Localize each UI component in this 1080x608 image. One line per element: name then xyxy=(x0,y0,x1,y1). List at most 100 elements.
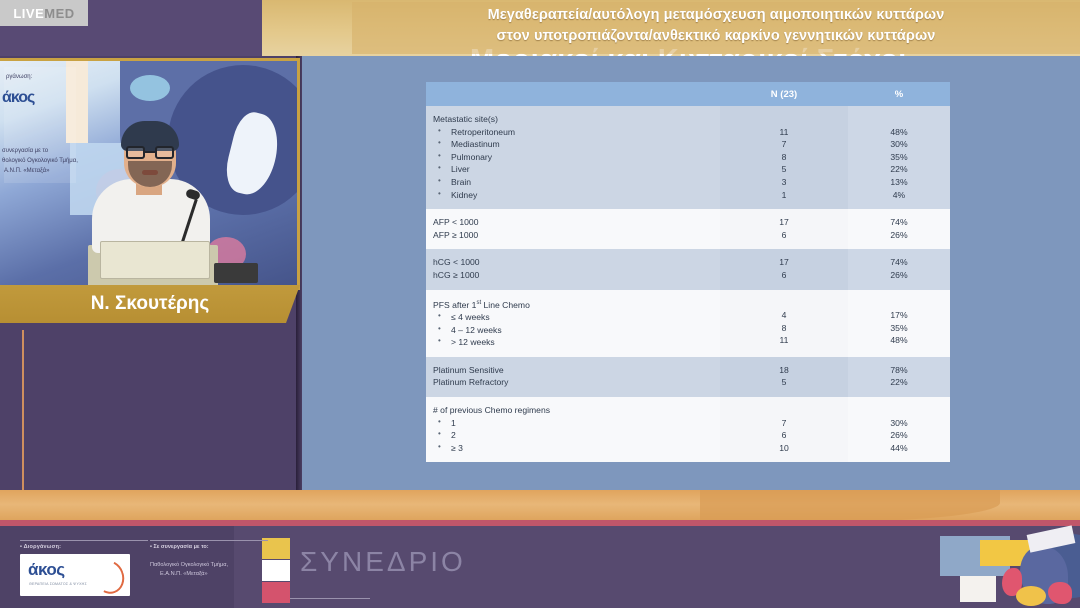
table-value-pct: 17% xyxy=(890,310,908,321)
table-header-row: N (23) % xyxy=(426,82,950,106)
table-value-n: 17 xyxy=(779,257,789,268)
table-cell-n: 17 6 xyxy=(720,209,848,250)
table-value-n: 17 xyxy=(779,217,789,228)
speaker-video-panel[interactable]: ργάνωση: άκος συνεργασία με το θολογικό … xyxy=(0,58,300,290)
deco-br-pink-a xyxy=(1002,568,1022,596)
table-row: Metastatic site(s)RetroperitoneumMediast… xyxy=(426,106,950,210)
table-cell-pct: 74% 26% xyxy=(848,209,950,250)
organizer-label: • Διοργάνωση: xyxy=(20,540,148,550)
backdrop-poster xyxy=(4,67,76,183)
talk-title-line2: στον υποτροπιάζοντα/ανθεκτικό καρκίνο γε… xyxy=(496,28,936,44)
table-plain-label: hCG ≥ 1000 xyxy=(433,269,480,280)
table-value-pct: 48% xyxy=(890,335,908,346)
cooperation-label: • Σε συνεργασία με το: xyxy=(150,540,268,550)
akos-logo-subtitle: ΘΕΡΑΠΕΙΑ ΣΩΜΑΤΟΣ & ΨΥΧΗΣ xyxy=(29,582,87,586)
table-header-spacer xyxy=(848,113,950,126)
table-value-pct: 30% xyxy=(890,139,908,150)
column-header-n: N (23) xyxy=(720,82,848,106)
table-plain-label: AFP < 1000 xyxy=(433,217,479,228)
table-group-header: # of previous Chemo regimens xyxy=(433,404,551,415)
akos-logo: άκος ΘΕΡΑΠΕΙΑ ΣΩΜΑΤΟΣ & ΨΥΧΗΣ xyxy=(20,554,130,599)
swatch-connector-line xyxy=(290,598,370,599)
list-item: Kidney xyxy=(433,188,720,202)
akos-logo-text: άκος xyxy=(28,560,65,579)
table-row: # of previous Chemo regimens12≥ 3 7 610 30%… xyxy=(426,396,950,463)
table-value-pct: 30% xyxy=(890,417,908,428)
table-cell-n: 11 7 8 5 3 1 xyxy=(720,106,848,210)
akos-swirl-icon xyxy=(89,555,129,599)
table-cell-label: # of previous Chemo regimens12≥ 3 xyxy=(426,396,720,463)
congress-banner xyxy=(0,490,1080,608)
table-row: Platinum Sensitive Platinum Refractory 18 5… xyxy=(426,356,950,397)
deco-left-accent-line xyxy=(22,330,24,490)
backdrop-poster-coop-line2: θολογικό Ογκολογικό Τμήμα, xyxy=(2,158,78,164)
table-value-pct: 35% xyxy=(890,322,908,333)
table-cell-label: Platinum Sensitive Platinum Refractory xyxy=(426,356,720,397)
glasses-icon xyxy=(126,146,174,159)
backdrop-panel-cream xyxy=(66,61,88,143)
presentation-slide[interactable]: N (23) % Metastatic site(s)Retroperitone… xyxy=(300,56,1080,490)
table-value-pct: 26% xyxy=(890,229,908,240)
table-value-n: 4 xyxy=(781,310,787,321)
table-value-n: 3 xyxy=(781,176,787,187)
list-item: 1 xyxy=(433,416,720,430)
table-value-pct: 22% xyxy=(890,164,908,175)
table-head: N (23) % xyxy=(426,82,950,106)
cooperation-line1: Παθολογικό Ογκολογικό Τμήμα, xyxy=(150,562,229,568)
speaker-mouth xyxy=(142,170,158,175)
table-value-pct: 48% xyxy=(890,126,908,137)
table-group-header: Metastatic site(s) xyxy=(433,114,498,124)
table-value-n: 5 xyxy=(781,164,787,175)
table-value-pct: 35% xyxy=(890,151,908,162)
table-value-n: 6 xyxy=(781,229,787,240)
table-value-n: 5 xyxy=(781,377,787,388)
table-header-spacer xyxy=(848,297,950,310)
table-bullet-list: 12≥ 3 xyxy=(433,416,720,455)
list-item: Mediastinum xyxy=(433,137,720,151)
data-table: N (23) % Metastatic site(s)Retroperitone… xyxy=(426,82,950,463)
table-value-pct: 4% xyxy=(892,189,906,200)
table-cell-pct: 48% 30% 35% 22% 13% 4% xyxy=(848,106,950,210)
table-header-spacer xyxy=(848,404,950,417)
table-value-n: 6 xyxy=(781,269,787,280)
deco-br-yellow-blob xyxy=(1016,586,1046,606)
table-bullet-list: RetroperitoneumMediastinumPulmonaryLiver… xyxy=(433,125,720,202)
backdrop-poster-coop-line3: Α.Ν.Π. «Μεταξά» xyxy=(4,168,50,174)
banner-red-strip xyxy=(0,520,1080,526)
swatch-yellow xyxy=(262,538,290,559)
speaker-nameplate: Ν. Σκουτέρης xyxy=(0,285,300,323)
speaker-name: Ν. Σκουτέρης xyxy=(90,293,210,314)
table-value-pct: 78% xyxy=(890,364,908,375)
table-cell-label: AFP < 1000 AFP ≥ 1000 xyxy=(426,209,720,250)
backdrop-blob-cyan xyxy=(130,75,170,101)
desk-device xyxy=(214,263,258,283)
table-value-n: 11 xyxy=(779,335,789,346)
table-value-n: 6 xyxy=(781,430,787,441)
list-item: 2 xyxy=(433,428,720,442)
organizer-block: • Διοργάνωση: άκος ΘΕΡΑΠΕΙΑ ΣΩΜΑΤΟΣ & ΨΥ… xyxy=(20,540,148,599)
table-header-spacer xyxy=(720,404,848,417)
table-value-n: 8 xyxy=(781,322,787,333)
table-value-pct: 74% xyxy=(890,217,908,228)
list-item: Brain xyxy=(433,175,720,189)
table-body: Metastatic site(s)RetroperitoneumMediast… xyxy=(426,106,950,463)
deco-br-purple-left xyxy=(870,548,930,604)
table-cell-pct: 78% 22% xyxy=(848,356,950,397)
list-item: Liver xyxy=(433,162,720,176)
table-value-n: 7 xyxy=(781,139,787,150)
livemed-logo: LIVE MED xyxy=(0,0,88,26)
talk-title-band xyxy=(352,2,1080,54)
table-value-n: 11 xyxy=(779,126,789,137)
table-plain-label: Platinum Sensitive xyxy=(433,364,504,375)
livemed-logo-med: MED xyxy=(44,5,75,21)
talk-title: Μεγαθεραπεία/αυτόλογη μεταμόσχευση αιμοπ… xyxy=(360,5,1072,47)
table-value-pct: 26% xyxy=(890,430,908,441)
backdrop-poster-logo: άκος xyxy=(2,89,35,106)
table-plain-label: Platinum Refractory xyxy=(433,377,509,388)
table-row: AFP < 1000 AFP ≥ 1000 17 6 74% 26% xyxy=(426,209,950,250)
table-value-pct: 13% xyxy=(890,176,908,187)
table-cell-n: 18 5 xyxy=(720,356,848,397)
